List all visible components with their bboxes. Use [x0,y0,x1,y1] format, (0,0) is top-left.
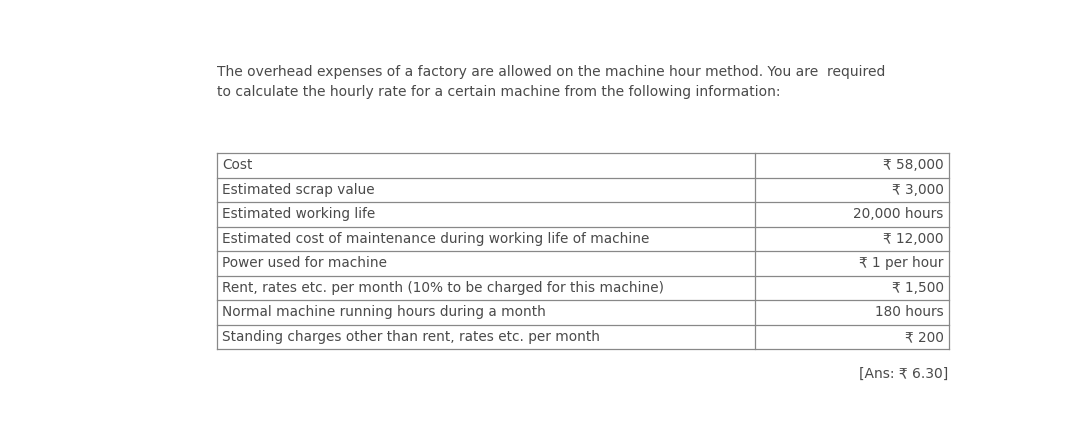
Text: Cost: Cost [222,158,253,172]
Text: [Ans: ₹ 6.30]: [Ans: ₹ 6.30] [860,367,948,381]
Text: ₹ 200: ₹ 200 [905,330,944,344]
Text: Estimated working life: Estimated working life [222,207,375,221]
Text: 180 hours: 180 hours [875,306,944,319]
Text: Normal machine running hours during a month: Normal machine running hours during a mo… [222,306,545,319]
Text: ₹ 1,500: ₹ 1,500 [892,281,944,295]
Text: 20,000 hours: 20,000 hours [853,207,944,221]
Text: Rent, rates etc. per month (10% to be charged for this machine): Rent, rates etc. per month (10% to be ch… [222,281,664,295]
Text: Standing charges other than rent, rates etc. per month: Standing charges other than rent, rates … [222,330,600,344]
Text: Power used for machine: Power used for machine [222,257,387,271]
Text: ₹ 1 per hour: ₹ 1 per hour [860,257,944,271]
Text: to calculate the hourly rate for a certain machine from the following informatio: to calculate the hourly rate for a certa… [217,85,781,99]
Text: The overhead expenses of a factory are allowed on the machine hour method. You a: The overhead expenses of a factory are a… [217,65,886,79]
Text: ₹ 58,000: ₹ 58,000 [883,158,944,172]
Text: ₹ 3,000: ₹ 3,000 [892,183,944,197]
Text: Estimated scrap value: Estimated scrap value [222,183,375,197]
Text: Estimated cost of maintenance during working life of machine: Estimated cost of maintenance during wor… [222,232,649,246]
Text: ₹ 12,000: ₹ 12,000 [883,232,944,246]
